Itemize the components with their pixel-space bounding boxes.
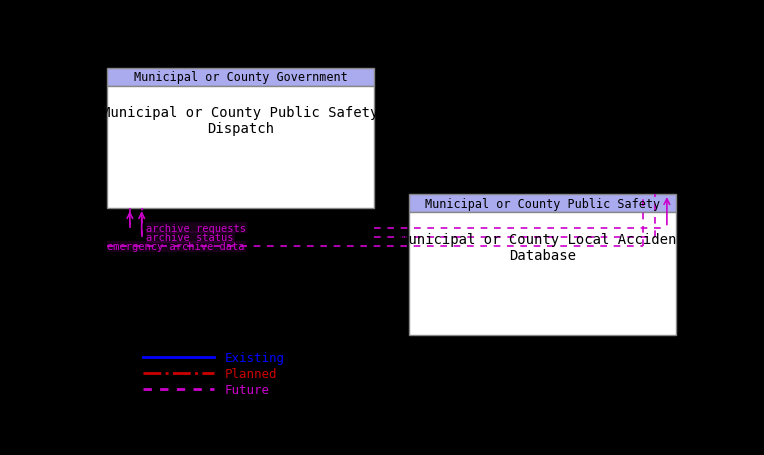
Text: Municipal or County Public Safety
Dispatch: Municipal or County Public Safety Dispat… (102, 106, 379, 136)
Text: Planned: Planned (225, 367, 277, 380)
Bar (410, 213, 676, 335)
Text: Future: Future (225, 383, 270, 396)
Text: archive requests: archive requests (147, 223, 247, 233)
Bar (410, 195, 676, 213)
Text: Municipal or County Government: Municipal or County Government (134, 71, 348, 84)
Text: emergency archive data: emergency archive data (107, 242, 244, 252)
Text: Municipal or County Local Accident
Database: Municipal or County Local Accident Datab… (400, 232, 685, 262)
Text: archive status: archive status (147, 233, 234, 243)
Bar (107, 87, 374, 209)
Bar (107, 69, 374, 87)
Text: Existing: Existing (225, 351, 284, 364)
Text: Municipal or County Public Safety: Municipal or County Public Safety (425, 197, 660, 210)
